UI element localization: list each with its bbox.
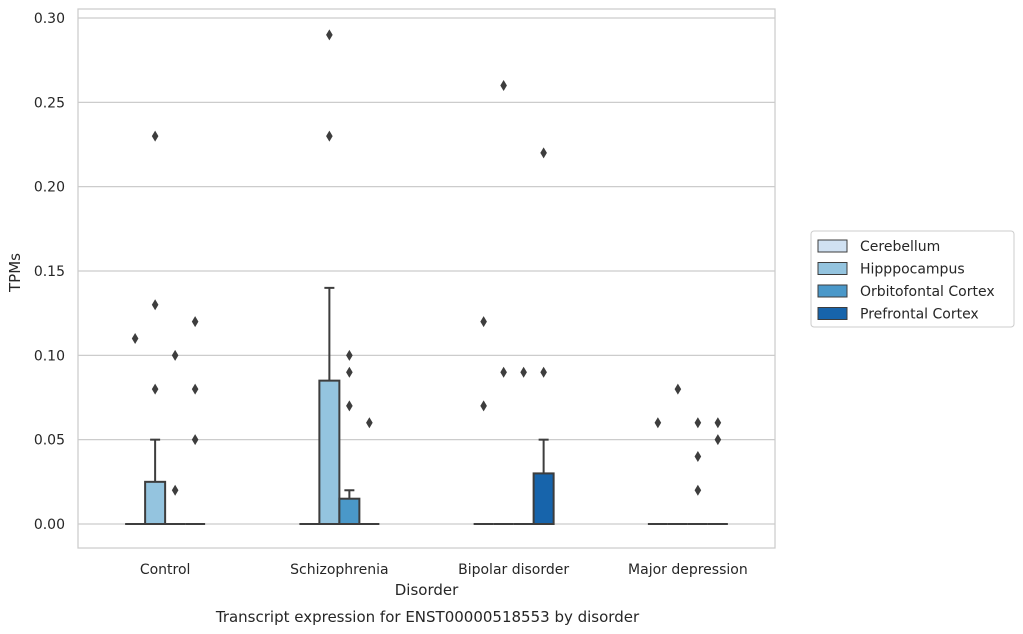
y-tick-label: 0.05 <box>34 433 65 449</box>
grid-lines <box>78 17 775 525</box>
box-group <box>513 366 534 525</box>
outlier-point <box>151 130 159 142</box>
legend-swatch <box>817 262 848 275</box>
box-group <box>667 383 688 525</box>
x-tick-label: Major depression <box>628 562 748 578</box>
outlier-point <box>500 79 507 91</box>
outlier-point <box>346 400 353 412</box>
box-group <box>493 79 514 525</box>
y-tick-label: 0.30 <box>34 11 65 27</box>
y-axis-ticks: 0.00 0.05 0.10 0.15 0.20 0.25 0.30 <box>34 11 65 533</box>
outlier-point <box>151 299 159 311</box>
y-axis-label: TPMs <box>6 253 24 293</box>
box-group <box>647 417 668 525</box>
box-group <box>359 417 380 525</box>
outlier-point <box>500 366 507 378</box>
outlier-point <box>674 383 682 395</box>
box-group <box>532 147 555 525</box>
outlier-point <box>540 366 547 378</box>
legend-label: Prefrontal Cortex <box>860 307 979 323</box>
outlier-point <box>480 316 487 328</box>
series-cerebellum <box>125 316 668 525</box>
box-group <box>165 349 186 525</box>
outlier-point <box>191 383 199 395</box>
legend-label: Orbitofontal Cortex <box>860 284 995 300</box>
outlier-point <box>191 316 199 328</box>
outlier-point <box>654 417 662 429</box>
outlier-point <box>346 366 353 378</box>
box-group <box>144 130 167 526</box>
outlier-point <box>346 349 353 361</box>
series-orbitofontal-cortex <box>165 349 708 526</box>
legend-swatch <box>817 307 848 320</box>
legend-swatch <box>817 239 848 253</box>
box-series <box>125 29 728 526</box>
outlier-point <box>480 400 487 412</box>
box <box>532 472 555 525</box>
outlier-point <box>366 417 373 429</box>
x-axis-ticks: Control Schizophrenia Bipolar disorder Majo… <box>140 562 748 578</box>
outlier-point <box>171 349 179 361</box>
y-tick-label: 0.10 <box>34 348 65 364</box>
x-tick-label: Control <box>140 562 191 578</box>
outlier-point <box>326 130 333 142</box>
chart-caption: Transcript expression for ENST0000051855… <box>215 608 640 626</box>
y-tick-label: 0.15 <box>34 264 65 280</box>
box-group <box>687 417 708 525</box>
box-group <box>318 29 341 525</box>
outlier-point <box>191 434 199 446</box>
outlier-point <box>694 451 702 463</box>
outlier-point <box>694 484 702 496</box>
plot-area-frame <box>77 8 776 549</box>
legend-label: Cerebellum <box>860 239 940 255</box>
outlier-point <box>151 383 159 395</box>
legend-label: Hipppocampus <box>860 262 965 278</box>
box-group <box>707 417 728 525</box>
box-group <box>185 316 206 525</box>
x-tick-label: Bipolar disorder <box>458 562 569 578</box>
legend: Cerebellum Hipppocampus Orbitofontal Corte… <box>810 230 1015 328</box>
y-tick-label: 0.25 <box>34 95 65 111</box>
box <box>318 379 341 525</box>
outlier-point <box>694 417 702 429</box>
series-prefrontal-cortex <box>185 147 728 525</box>
legend-frame <box>810 230 1015 328</box>
outlier-point <box>326 29 333 41</box>
box-group <box>473 316 494 525</box>
box <box>144 480 167 526</box>
series-hipppocampus <box>144 29 688 526</box>
outlier-point <box>520 366 527 378</box>
outlier-point <box>131 332 139 344</box>
box-group <box>338 349 361 526</box>
x-tick-label: Schizophrenia <box>290 562 388 578</box>
outlier-point <box>171 484 179 496</box>
box <box>338 497 361 526</box>
outlier-point <box>714 417 722 429</box>
legend-swatch <box>817 284 848 298</box>
y-tick-label: 0.00 <box>34 517 65 533</box>
box-group <box>125 332 146 525</box>
y-tick-label: 0.20 <box>34 180 65 196</box>
outlier-point <box>714 434 722 446</box>
x-axis-label: Disorder <box>395 581 459 599</box>
outlier-point <box>540 147 547 159</box>
